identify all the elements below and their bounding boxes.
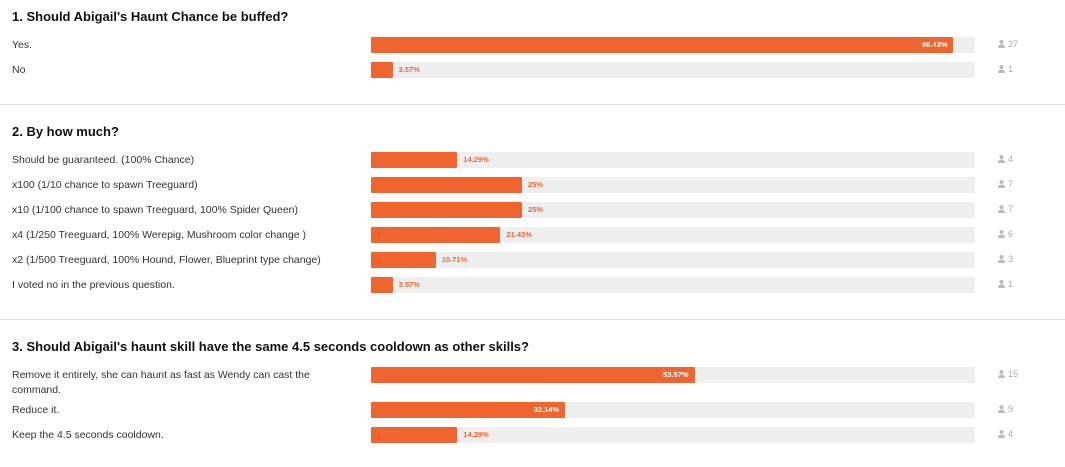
poll-question: 2. By how much? — [12, 124, 119, 139]
user-icon — [998, 39, 1005, 48]
bar — [371, 62, 393, 78]
user-icon — [998, 369, 1005, 378]
bar-track: 25% — [371, 202, 975, 218]
poll-question: 3. Should Abigail's haunt skill have the… — [12, 339, 529, 354]
percent-label: 96.43% — [921, 40, 948, 49]
option-text: No — [12, 63, 26, 76]
votes: 9 — [1008, 403, 1014, 414]
vote-count: 1 — [998, 58, 1013, 74]
votes: 7 — [1008, 178, 1014, 189]
percent-label: 3.57% — [398, 280, 420, 289]
vote-count: 4 — [998, 148, 1013, 164]
option-text: x2 (1/500 Treeguard, 100% Hound, Flower,… — [12, 253, 321, 266]
bar — [371, 202, 522, 218]
percent-label: 3.57% — [398, 65, 420, 74]
bar-track: 32.14% — [371, 402, 975, 418]
votes: 27 — [1008, 38, 1019, 49]
bar — [371, 402, 566, 418]
poll-option: x4 (1/250 Treeguard, 100% Werepig, Mushr… — [0, 223, 1065, 248]
poll-question: 1. Should Abigail's Haunt Chance be buff… — [12, 9, 289, 24]
percent-label: 21.43% — [506, 230, 532, 239]
percent-label: 25% — [528, 205, 544, 214]
bar-track: 3.57% — [371, 62, 975, 78]
user-icon — [998, 279, 1005, 288]
votes: 1 — [1008, 278, 1014, 289]
user-icon — [998, 64, 1005, 73]
votes: 3 — [1008, 253, 1014, 264]
option-text: Yes. — [12, 38, 33, 51]
bar — [371, 427, 458, 443]
votes: 1 — [1008, 63, 1014, 74]
bar — [371, 152, 458, 168]
percent-label: 53.57% — [663, 370, 689, 379]
poll: 1. Should Abigail's Haunt Chance be buff… — [0, 0, 1065, 105]
vote-count: 7 — [998, 198, 1013, 214]
user-icon — [998, 204, 1005, 213]
option-text: I voted no in the previous question. — [12, 278, 175, 291]
poll-option: Keep the 4.5 seconds cooldown. 14.29% 4 — [0, 423, 1065, 448]
percent-label: 14.29% — [463, 430, 489, 439]
option-text: Remove it entirely, she can haunt as fas… — [12, 368, 310, 396]
poll-option: x100 (1/10 chance to spawn Treeguard) 25%… — [0, 173, 1065, 198]
votes: 7 — [1008, 203, 1014, 214]
percent-label: 10.71% — [441, 255, 468, 264]
votes: 6 — [1008, 228, 1014, 239]
bar — [371, 252, 436, 268]
bar — [371, 227, 501, 243]
user-icon — [998, 179, 1005, 188]
bar — [371, 177, 522, 193]
separator — [0, 104, 1065, 105]
bar — [371, 37, 954, 53]
bar-track: 14.29% — [371, 152, 975, 168]
bar-track: 25% — [371, 177, 975, 193]
poll-option: x2 (1/500 Treeguard, 100% Hound, Flower,… — [0, 248, 1065, 273]
option-text: Keep the 4.5 seconds cooldown. — [12, 428, 164, 441]
user-icon — [998, 254, 1005, 263]
percent-label: 32.14% — [533, 405, 560, 414]
poll-option: Remove it entirely, she can haunt as fas… — [0, 363, 1065, 398]
bar — [371, 367, 695, 383]
poll-option: No 3.57% 1 — [0, 58, 1065, 83]
bar-track: 21.43% — [371, 227, 975, 243]
votes: 4 — [1008, 428, 1014, 439]
votes: 15 — [1008, 368, 1019, 379]
poll-results: 1. Should Abigail's Haunt Chance be buff… — [0, 0, 1065, 448]
option-text: x10 (1/100 chance to spawn Treeguard, 10… — [12, 203, 299, 216]
poll: 2. By how much? Should be guaranteed. (10… — [0, 105, 1065, 320]
option-text: Should be guaranteed. (100% Chance) — [12, 153, 195, 166]
poll-option: Reduce it. 32.14% 9 — [0, 398, 1065, 423]
poll: 3. Should Abigail's haunt skill have the… — [0, 320, 1065, 448]
option-text: x4 (1/250 Treeguard, 100% Werepig, Mushr… — [12, 228, 306, 241]
votes: 4 — [1008, 153, 1014, 164]
vote-count: 7 — [998, 173, 1013, 189]
bar-track: 14.29% — [371, 427, 975, 443]
vote-count: 27 — [998, 33, 1018, 49]
option-text: Reduce it. — [12, 403, 60, 416]
user-icon — [998, 429, 1005, 438]
user-icon — [998, 229, 1005, 238]
vote-count: 3 — [998, 248, 1013, 264]
vote-count: 9 — [998, 398, 1013, 414]
poll-option: x10 (1/100 chance to spawn Treeguard, 10… — [0, 198, 1065, 223]
bar-track: 10.71% — [371, 252, 975, 268]
separator — [0, 319, 1065, 320]
bar-track: 3.57% — [371, 277, 975, 293]
percent-label: 25% — [528, 180, 544, 189]
poll-option: Should be guaranteed. (100% Chance) 14.29… — [0, 148, 1065, 173]
vote-count: 4 — [998, 423, 1013, 439]
bar — [371, 277, 393, 293]
vote-count: 15 — [998, 363, 1018, 379]
user-icon — [998, 154, 1005, 163]
option-text: x100 (1/10 chance to spawn Treeguard) — [12, 178, 198, 191]
bar-track: 96.43% — [371, 37, 975, 53]
poll-option: I voted no in the previous question. 3.57… — [0, 273, 1065, 298]
vote-count: 1 — [998, 273, 1013, 289]
poll-option: Yes. 96.43% 27 — [0, 33, 1065, 58]
vote-count: 6 — [998, 223, 1013, 239]
user-icon — [998, 404, 1005, 413]
bar-track: 53.57% — [371, 367, 975, 383]
percent-label: 14.29% — [463, 155, 489, 164]
